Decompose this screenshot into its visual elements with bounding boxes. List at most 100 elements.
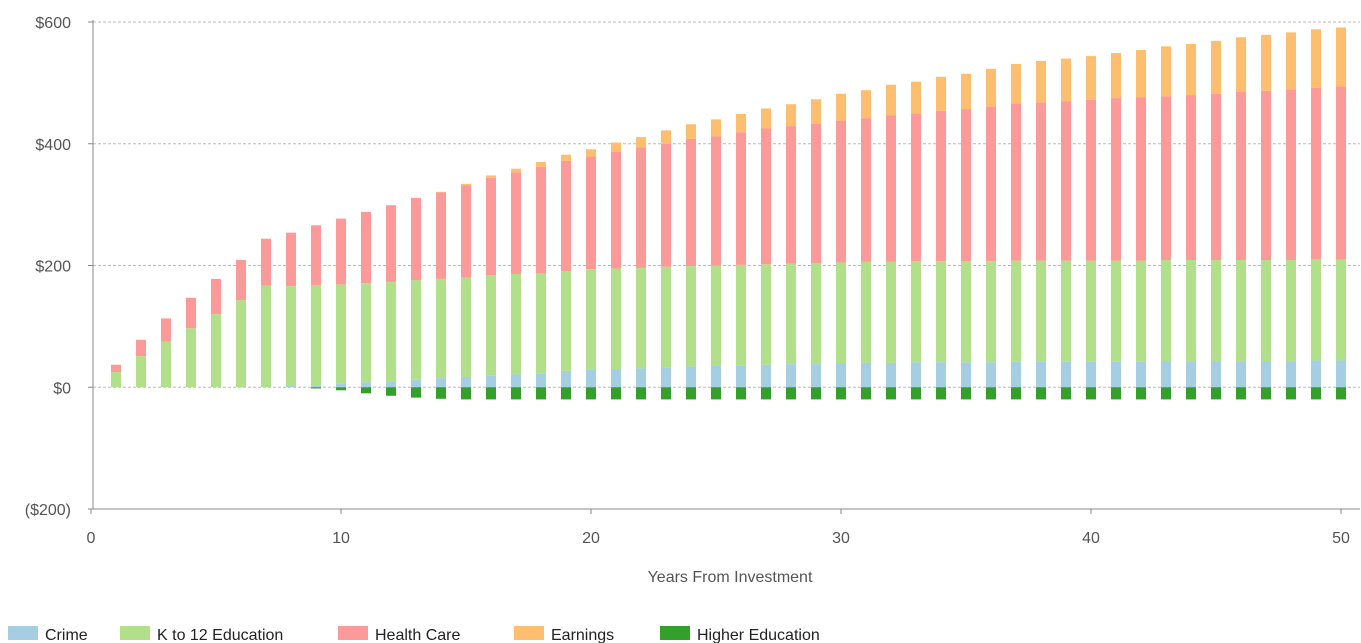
bar-segment-crime [536,373,546,388]
bar-segment-higher-education [461,387,471,400]
bar-segment-higher-education [786,387,796,400]
bar-segment-crime [586,369,596,388]
bar-segment-k-to-12-education [236,300,246,388]
y-tick-label: $0 [53,380,71,397]
bar-segment-higher-education [636,387,646,400]
bar-segment-health-care [1111,98,1121,261]
bar-segment-health-care [686,138,696,267]
bar-segment-higher-education [361,387,371,394]
bar-segment-higher-education [1236,387,1246,400]
bar-segment-k-to-12-education [786,263,796,365]
bar-segment-higher-education [736,387,746,400]
bar-segment-higher-education [836,387,846,400]
bar-segment-higher-education [961,387,971,400]
bar-segment-higher-education [536,387,546,400]
bar-segment-k-to-12-education [886,261,896,363]
bar-segment-higher-education [1161,387,1171,400]
bar-segment-health-care [1086,99,1096,261]
bar-segment-earnings [686,124,696,139]
bar-segment-health-care [261,238,271,286]
bar-segment-health-care [1261,90,1271,261]
bar-segment-earnings [1111,53,1121,99]
bar-segment-higher-education [336,387,346,391]
bar-segment-k-to-12-education [911,261,921,363]
bar-segment-earnings [561,154,571,161]
bar-segment-higher-education [936,387,946,400]
bar-segment-earnings [461,183,471,186]
bar-segment-higher-education [1111,387,1121,400]
bar-segment-crime [1186,361,1196,388]
bar-segment-earnings [1161,46,1171,97]
bar-segment-health-care [161,318,171,342]
bar-segment-health-care [911,113,921,262]
bar-segment-k-to-12-education [936,261,946,363]
bar-segment-higher-education [811,387,821,400]
bar-segment-k-to-12-education [1136,260,1146,362]
bar-segment-k-to-12-education [261,285,271,388]
bar-segment-earnings [611,142,621,152]
bar-segment-earnings [636,137,646,148]
bar-segment-health-care [461,185,471,278]
bar-segment-higher-education [861,387,871,400]
bar-segment-health-care [1161,96,1171,261]
bar-segment-health-care [736,132,746,265]
bar-segment-higher-education [1311,387,1321,400]
bar-segment-k-to-12-education [1061,260,1071,362]
x-tick-label: 0 [87,530,96,547]
bar-segment-k-to-12-education [1211,260,1221,362]
bar-segment-higher-education [1086,387,1096,400]
bar-segment-higher-education [511,387,521,400]
bar-segment-k-to-12-education [1086,260,1096,362]
bar-segment-higher-education [561,387,571,400]
bar-segment-higher-education [1261,387,1271,400]
bar-segment-health-care [1336,86,1346,260]
bar-segment-earnings [1211,40,1221,94]
grid-lines [93,21,1360,388]
bar-segment-k-to-12-education [286,286,296,387]
bar-segment-health-care [586,156,596,270]
bar-segment-health-care [1286,89,1296,261]
bar-segment-earnings [486,175,496,178]
bar-segment-k-to-12-education [211,314,221,388]
bar-segment-health-care [1011,103,1021,261]
bar-segment-crime [711,365,721,388]
bar-segment-k-to-12-education [1036,260,1046,362]
bar-segment-earnings [911,81,921,114]
bar-segment-earnings [986,68,996,107]
bar-segment-earnings [1086,56,1096,100]
bar-segment-health-care [186,297,196,329]
bar-segment-k-to-12-education [1336,259,1346,361]
x-axis-title: Years From Investment [648,569,813,586]
bar-segment-higher-education [1136,387,1146,400]
bar-segment-crime [361,382,371,388]
bar-segment-crime [286,386,296,388]
bar-segment-k-to-12-education [461,277,471,377]
bar-segment-k-to-12-education [661,266,671,368]
bar-segment-higher-education [1336,387,1346,400]
legend: Crime K to 12 Education Health Care Earning… [8,626,820,643]
bar-segment-crime [336,383,346,388]
bar-segment-crime [886,362,896,388]
x-tick-label: 20 [582,530,600,547]
bar-segment-health-care [1136,97,1146,261]
bar-segment-crime [936,362,946,388]
bar-segment-k-to-12-education [1186,260,1196,362]
bar-segment-health-care [1311,87,1321,260]
bar-segment-k-to-12-education [1111,260,1121,362]
bar-segment-earnings [1336,27,1346,87]
legend-label: Higher Education [697,627,820,643]
bar-segment-earnings [1061,58,1071,102]
bar-segment-crime [1236,361,1246,388]
bar-segment-earnings [1136,50,1146,98]
legend-label: K to 12 Education [157,627,283,643]
bar-segment-higher-education [1036,387,1046,400]
bar-segment-health-care [836,120,846,263]
bar-segment-higher-education [486,387,496,400]
bar-segment-crime [1261,361,1271,388]
bar-segment-crime [1011,361,1021,388]
bar-segment-k-to-12-education [186,328,196,388]
bar-segment-earnings [936,76,946,111]
bar-segment-crime [561,370,571,388]
bar-segment-higher-education [611,387,621,400]
